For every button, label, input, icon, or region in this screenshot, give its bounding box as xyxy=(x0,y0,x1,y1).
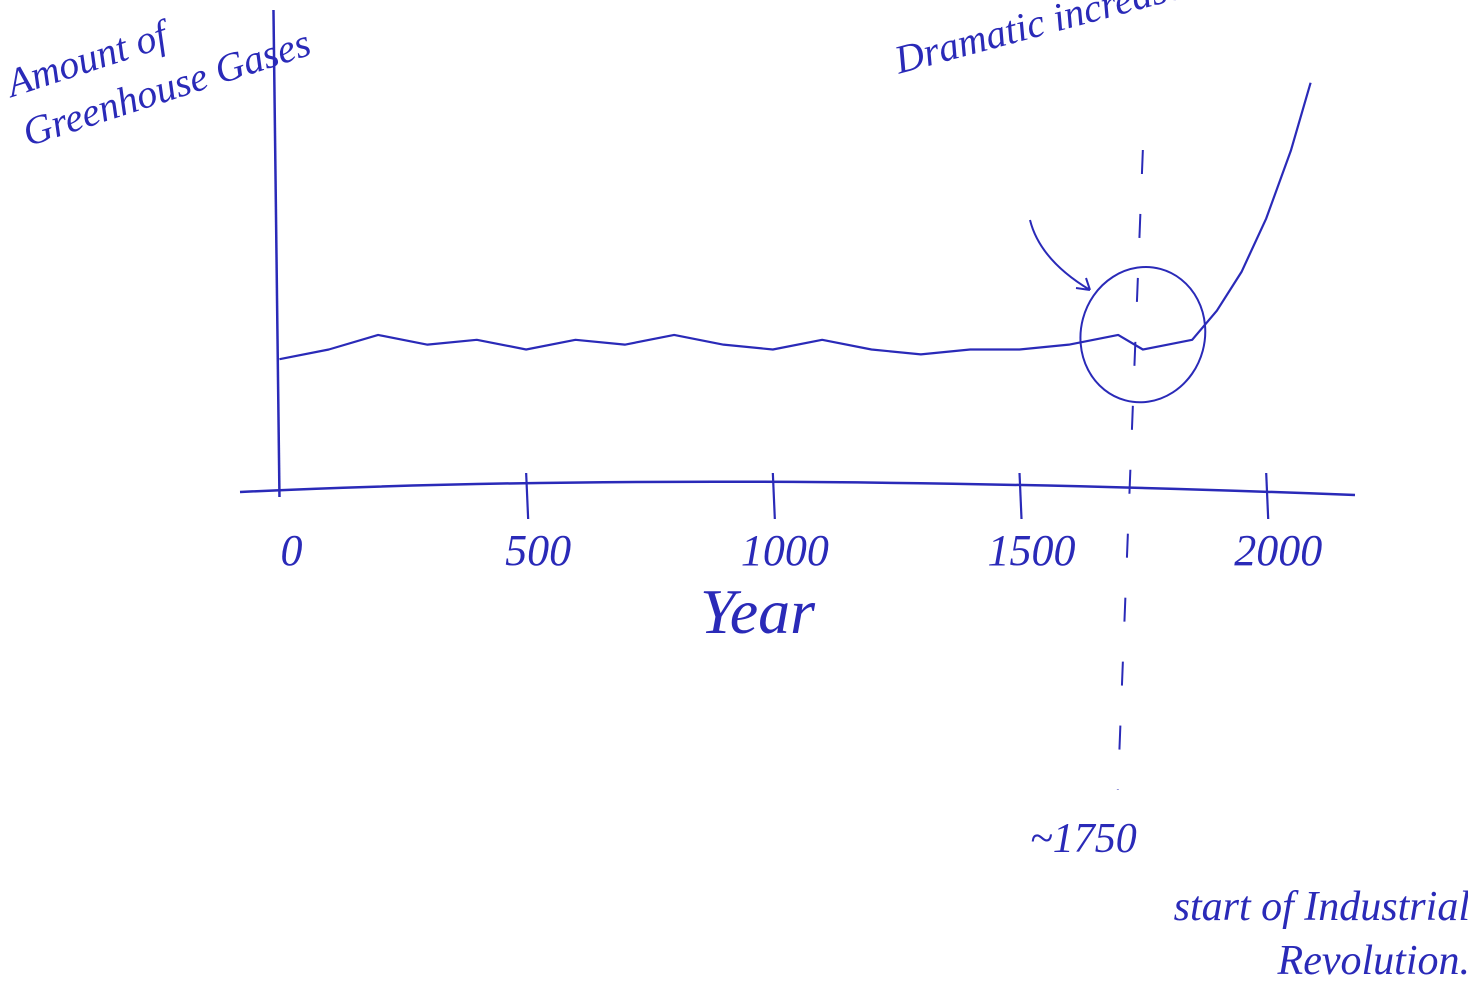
x-tick xyxy=(1265,472,1270,520)
arrow xyxy=(1029,219,1091,291)
x-tick xyxy=(1018,472,1023,520)
marker-note: start of Industrial Revolution. xyxy=(1173,884,1468,984)
x-tick-label: 2000 xyxy=(1234,526,1322,575)
x-tick-label: 500 xyxy=(505,526,571,575)
x-tick xyxy=(525,472,530,520)
x-axis xyxy=(239,480,1356,497)
x-tick-label: 1000 xyxy=(741,526,829,575)
y-axis xyxy=(272,9,281,498)
marker-line xyxy=(1116,149,1144,791)
x-tick xyxy=(771,472,776,520)
data-line xyxy=(279,82,1312,361)
x-tick-label: 0 xyxy=(280,526,302,575)
x-tick-label: 1500 xyxy=(988,526,1076,575)
highlight-circle xyxy=(1079,266,1207,404)
marker-label: ~1750 xyxy=(1030,816,1137,862)
x-axis-label: Year xyxy=(700,576,816,647)
